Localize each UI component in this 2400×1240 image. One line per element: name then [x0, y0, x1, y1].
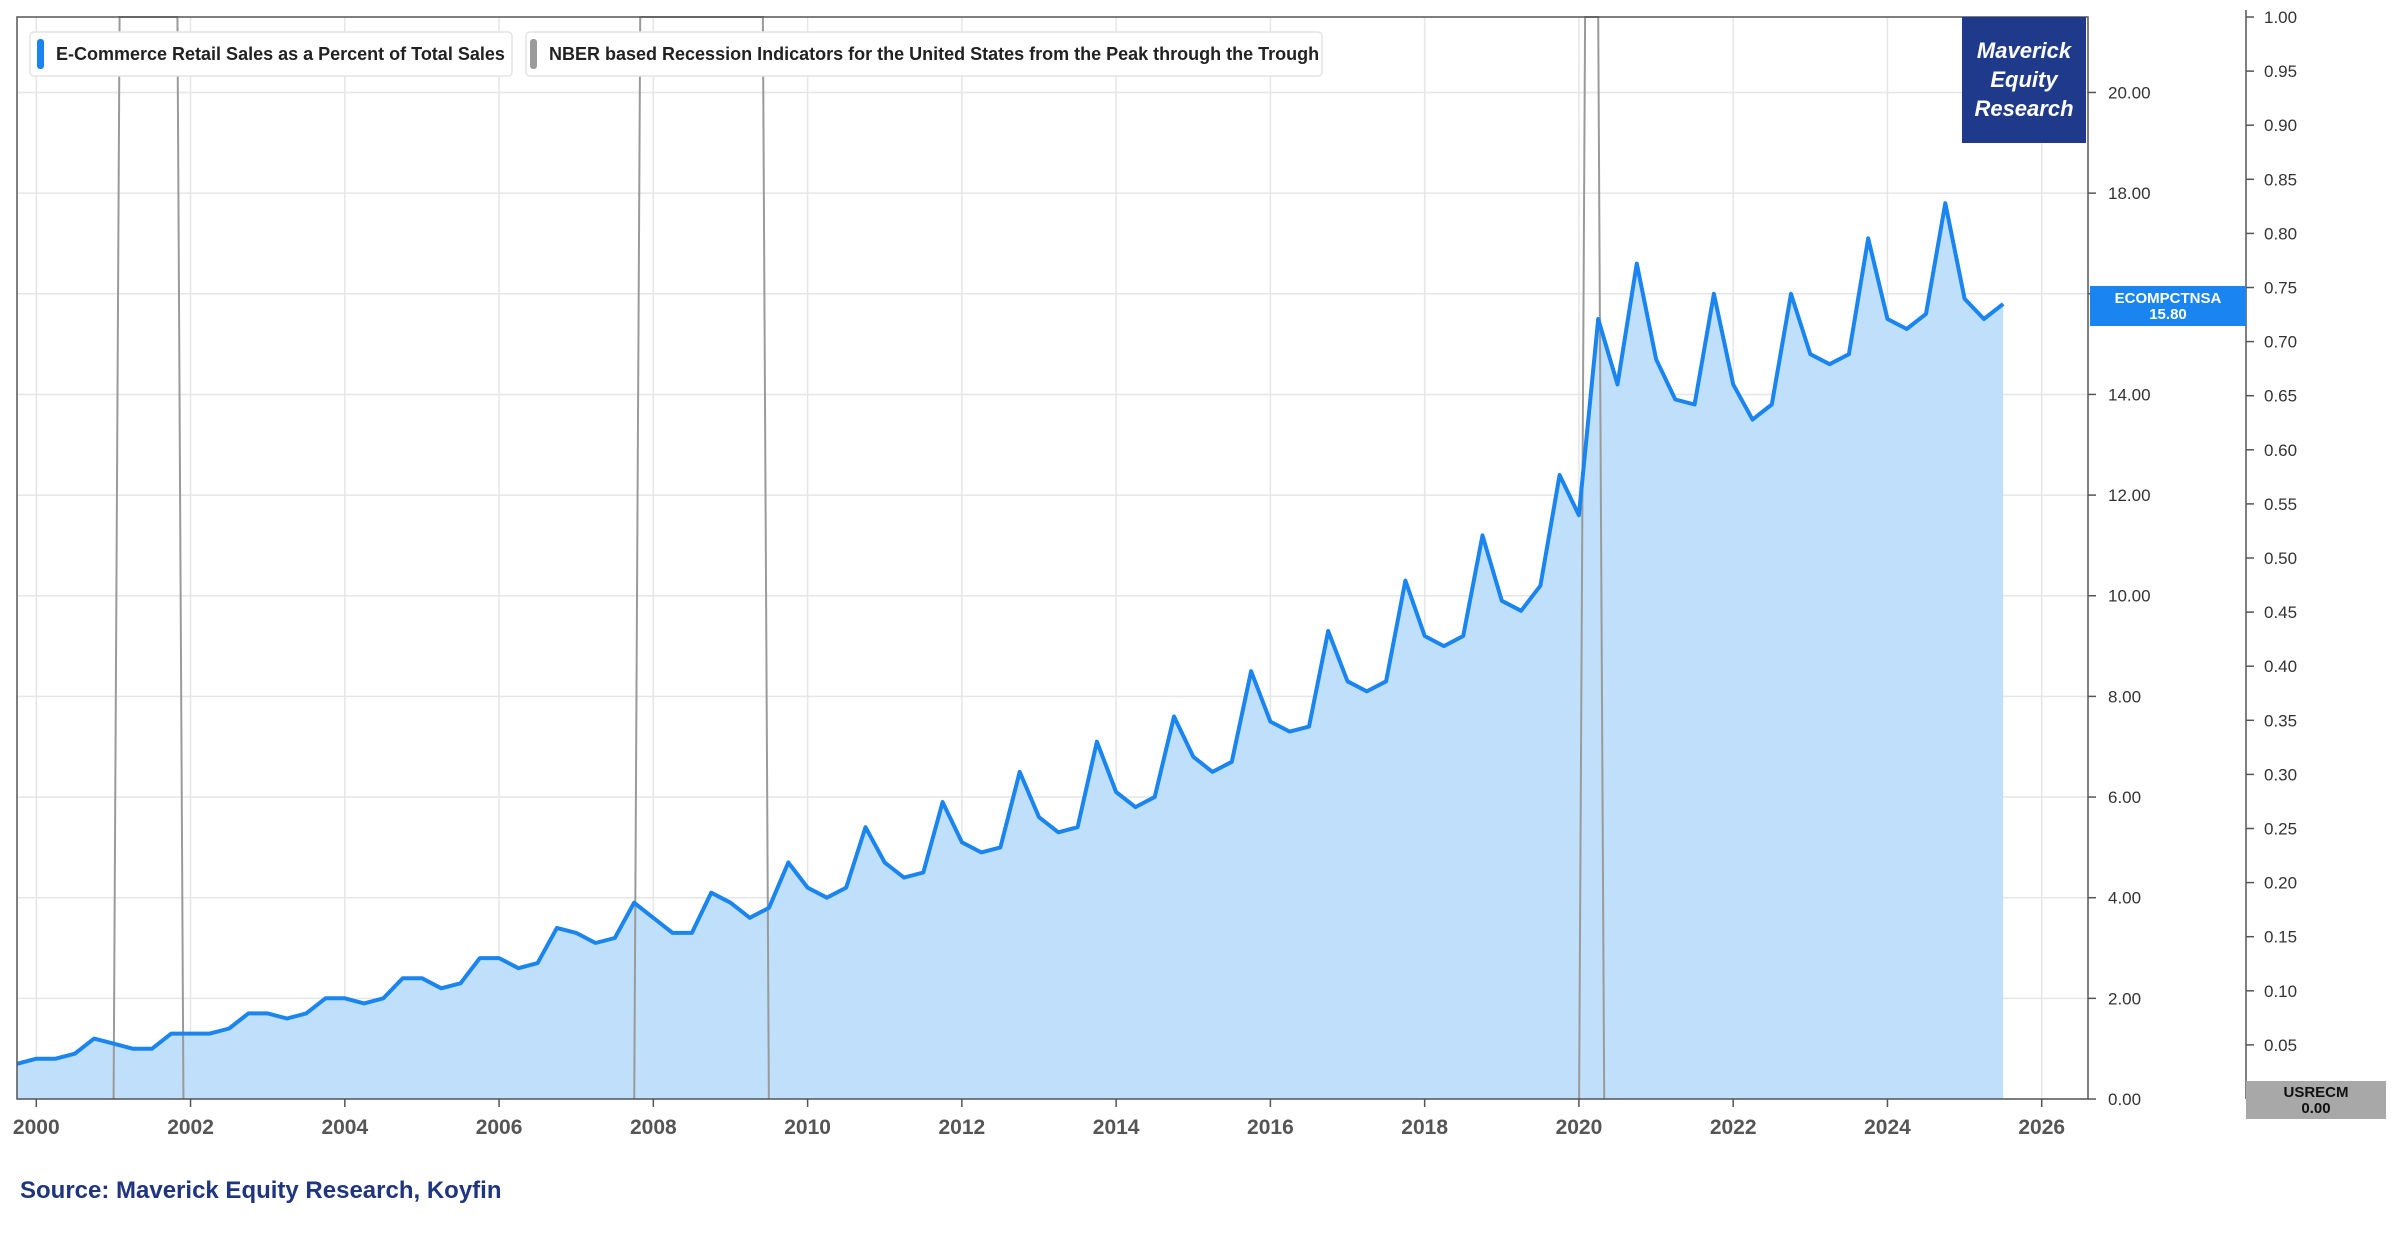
y2-tick-label: 0.40 — [2264, 657, 2297, 676]
y2-tick-label: 1.00 — [2264, 8, 2297, 27]
legend-item-ecommerce[interactable]: E-Commerce Retail Sales as a Percent of … — [29, 31, 513, 77]
legend-swatch-recession — [530, 39, 537, 69]
legend: E-Commerce Retail Sales as a Percent of … — [29, 31, 1323, 77]
last-value-pill-ecompctnsa: ECOMPCTNSA 15.80 — [2090, 286, 2246, 326]
x-tick-label: 2022 — [1710, 1116, 1757, 1139]
last-value-pill-usrecm: USRECM 0.00 — [2246, 1081, 2386, 1119]
y-tick-label: 14.00 — [2108, 385, 2151, 404]
x-tick-label: 2012 — [939, 1116, 986, 1139]
source-caption: Source: Maverick Equity Research, Koyfin — [20, 1177, 502, 1204]
usrecm-code: USRECM — [2283, 1084, 2348, 1101]
x-tick-label: 2024 — [1864, 1116, 1911, 1139]
series-area-ecompctnsa — [17, 203, 2004, 1099]
y2-tick-label: 0.85 — [2264, 170, 2297, 189]
x-axis: 2000 2002 2004 2006 2008 2010 2012 2014 2016 2018… — [13, 1099, 2065, 1139]
y2-tick-label: 0.50 — [2264, 549, 2297, 568]
y-axis-right: 0.002.004.006.008.0010.0012.0014.0016.00… — [2088, 83, 2151, 1109]
y2-tick-label: 0.95 — [2264, 62, 2297, 81]
x-tick-label: 2014 — [1093, 1116, 1140, 1139]
y-tick-label: 10.00 — [2108, 587, 2151, 606]
y2-tick-label: 0.80 — [2264, 224, 2297, 243]
x-tick-label: 2026 — [2018, 1116, 2065, 1139]
y-tick-label: 6.00 — [2108, 788, 2141, 807]
legend-label-ecommerce: E-Commerce Retail Sales as a Percent of … — [56, 44, 505, 64]
y2-tick-label: 0.70 — [2264, 333, 2297, 352]
pill-series-code: ECOMPCTNSA — [2115, 290, 2222, 307]
x-tick-label: 2020 — [1556, 1116, 1603, 1139]
x-tick-label: 2000 — [13, 1116, 60, 1139]
y2-tick-label: 0.15 — [2264, 928, 2297, 947]
y2-tick-label: 0.55 — [2264, 495, 2297, 514]
logo-line-1: Maverick — [1977, 38, 2073, 63]
y2-tick-label: 0.65 — [2264, 387, 2297, 406]
x-tick-label: 2002 — [167, 1116, 214, 1139]
y2-tick-label: 0.35 — [2264, 711, 2297, 730]
y-tick-label: 4.00 — [2108, 889, 2141, 908]
y-tick-label: 2.00 — [2108, 989, 2141, 1008]
y2-tick-label: 0.20 — [2264, 874, 2297, 893]
y-tick-label: 12.00 — [2108, 486, 2151, 505]
y-tick-label: 0.00 — [2108, 1090, 2141, 1109]
x-tick-label: 2004 — [321, 1116, 368, 1139]
y2-tick-label: 0.05 — [2264, 1036, 2297, 1055]
legend-label-recession: NBER based Recession Indicators for the … — [549, 44, 1319, 64]
usrecm-value: 0.00 — [2301, 1100, 2330, 1117]
x-tick-label: 2008 — [630, 1116, 677, 1139]
y-tick-label: 20.00 — [2108, 83, 2151, 102]
y2-tick-label: 0.90 — [2264, 116, 2297, 135]
recession-period — [112, 16, 185, 1100]
series-line-ecompctnsa — [16, 201, 2005, 1066]
legend-swatch-ecommerce — [37, 39, 44, 69]
y-tick-label: 8.00 — [2108, 687, 2141, 706]
y2-tick-label: 0.25 — [2264, 820, 2297, 839]
y2-tick-label: 0.60 — [2264, 441, 2297, 460]
x-tick-label: 2006 — [476, 1116, 523, 1139]
logo-line-2: Equity — [1990, 67, 2059, 92]
x-tick-label: 2018 — [1401, 1116, 1448, 1139]
brand-logo: Maverick Equity Research — [1962, 17, 2086, 143]
y-axis-secondary: 0.000.050.100.150.200.250.300.350.400.45… — [2245, 8, 2297, 1109]
pill-series-value: 15.80 — [2149, 306, 2187, 323]
y2-tick-label: 0.75 — [2264, 279, 2297, 298]
y-tick-label: 18.00 — [2108, 184, 2151, 203]
plot-border — [16, 16, 2089, 1100]
y2-tick-label: 0.45 — [2264, 603, 2297, 622]
x-tick-label: 2016 — [1247, 1116, 1294, 1139]
y2-tick-label: 0.30 — [2264, 765, 2297, 784]
legend-item-recession[interactable]: NBER based Recession Indicators for the … — [525, 31, 1323, 77]
x-tick-label: 2010 — [784, 1116, 831, 1139]
y2-tick-label: 0.10 — [2264, 982, 2297, 1001]
logo-line-3: Research — [1974, 96, 2073, 121]
